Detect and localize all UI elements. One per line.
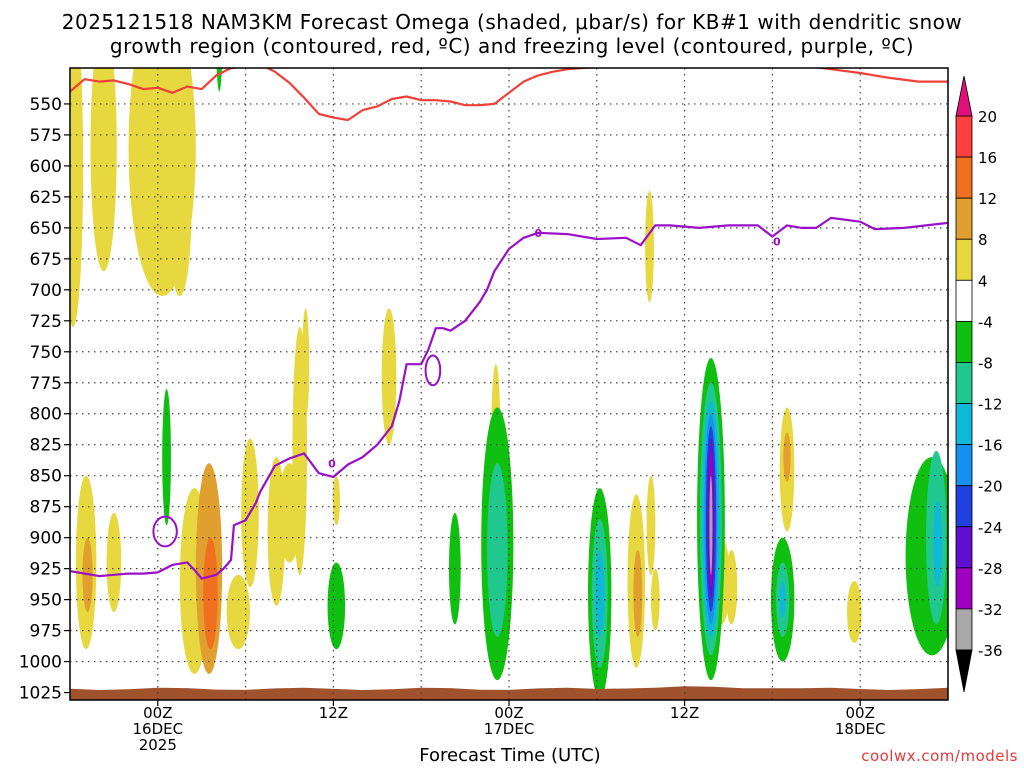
x-tick-label: 17DEC bbox=[484, 720, 535, 738]
colorbar-label: 16 bbox=[978, 149, 997, 167]
y-tick-label: 675 bbox=[30, 250, 62, 270]
colorbar-over-triangle bbox=[955, 75, 973, 117]
colorbar-label: -32 bbox=[978, 601, 1003, 619]
y-tick-label: 825 bbox=[30, 436, 62, 456]
x-tick-label: 2025 bbox=[139, 736, 177, 754]
freezing-contour-label: 0 bbox=[773, 235, 781, 248]
colorbar-label: -4 bbox=[978, 313, 993, 331]
freezing-closed-contour bbox=[152, 515, 178, 548]
y-axis: 550 575 600 625 650 675 700 725 750 775 800 825 850 8… bbox=[19, 95, 70, 704]
colorbar-bin bbox=[955, 362, 973, 404]
credit-label: coolwx.com/models bbox=[861, 747, 1018, 765]
omega-blob bbox=[90, 68, 117, 272]
colorbar-bin bbox=[955, 526, 973, 569]
colorbar-bin bbox=[955, 115, 973, 158]
omega-blob bbox=[487, 463, 508, 637]
omega-blob bbox=[106, 512, 122, 613]
omega-blob bbox=[162, 388, 171, 526]
colorbar-label: -24 bbox=[978, 519, 1003, 537]
freezing-level-contour bbox=[70, 216, 948, 580]
omega-blob bbox=[725, 550, 738, 625]
x-tick-label: 12Z bbox=[319, 704, 348, 722]
y-tick-label: 800 bbox=[30, 405, 62, 425]
omega-blob bbox=[779, 581, 786, 619]
colorbar: 20 16 12 8 4 -4 -8 -12 -16 -20 -24 -28 -32 -36 bbox=[955, 75, 1003, 693]
colorbar-label: 12 bbox=[978, 190, 997, 208]
omega-blob bbox=[595, 550, 605, 637]
colorbar-label: 20 bbox=[978, 108, 997, 126]
omega-blob bbox=[168, 122, 192, 297]
omega-blob bbox=[332, 475, 340, 526]
dgz-contour bbox=[70, 68, 948, 122]
y-tick-label: 1000 bbox=[19, 653, 62, 673]
y-tick-label: 950 bbox=[30, 591, 62, 611]
colorbar-label: -36 bbox=[978, 642, 1003, 660]
colorbar-label: -20 bbox=[978, 478, 1003, 496]
x-tick-label: 00Z bbox=[143, 704, 172, 722]
y-tick-label: 775 bbox=[30, 374, 62, 394]
colorbar-bin bbox=[955, 279, 973, 322]
omega-blob bbox=[327, 562, 346, 650]
y-tick-label: 925 bbox=[30, 560, 62, 580]
omega-blob bbox=[203, 537, 218, 650]
colorbar-bin bbox=[955, 608, 973, 651]
colorbar-bin bbox=[955, 320, 973, 363]
x-tick-label: 00Z bbox=[846, 704, 875, 722]
x-axis-label: Forecast Time (UTC) bbox=[419, 745, 601, 766]
freezing-contour-label: 0 bbox=[534, 227, 542, 240]
omega-blob bbox=[301, 308, 310, 420]
colorbar-label: -8 bbox=[978, 354, 993, 372]
colorbar-bin bbox=[955, 444, 973, 487]
contour-lines: 0 0 0 bbox=[70, 68, 948, 580]
omega-blob bbox=[633, 550, 643, 637]
colorbar-label: 4 bbox=[978, 272, 988, 290]
chart-title-line-1: 2025121518 NAM3KM Forecast Omega (shaded… bbox=[61, 10, 963, 34]
freezing-closed-contour bbox=[424, 354, 442, 387]
colorbar-bin bbox=[955, 156, 973, 199]
colorbar-label: -12 bbox=[978, 396, 1003, 414]
omega-blob bbox=[646, 475, 656, 575]
omega-blob bbox=[226, 574, 250, 650]
y-tick-label: 725 bbox=[30, 312, 62, 332]
y-tick-label: 750 bbox=[30, 343, 62, 363]
colorbar-bin bbox=[955, 197, 973, 240]
y-tick-label: 625 bbox=[30, 188, 62, 208]
colorbar-label: -28 bbox=[978, 560, 1003, 578]
freezing-contour-label: 0 bbox=[328, 457, 336, 470]
x-tick-label: 00Z bbox=[494, 704, 523, 722]
y-tick-label: 550 bbox=[30, 95, 62, 115]
colorbar-bin bbox=[955, 567, 973, 610]
x-tick-label: 18DEC bbox=[835, 720, 886, 738]
y-tick-label: 600 bbox=[30, 157, 62, 177]
colorbar-bin bbox=[955, 485, 973, 528]
gridlines bbox=[70, 68, 948, 700]
y-tick-label: 875 bbox=[30, 498, 62, 518]
colorbar-label: -16 bbox=[978, 437, 1003, 455]
colorbar-under-triangle bbox=[955, 649, 973, 693]
chart-title-line-2: growth region (contoured, red, ºC) and f… bbox=[109, 34, 915, 58]
omega-blob bbox=[381, 308, 397, 445]
omega-blob bbox=[645, 190, 654, 303]
colorbar-bin bbox=[955, 238, 973, 281]
omega-blob bbox=[783, 432, 791, 482]
omega-blob bbox=[933, 500, 943, 588]
y-tick-label: 575 bbox=[30, 126, 62, 146]
colorbar-label: 8 bbox=[978, 231, 988, 249]
y-tick-label: 650 bbox=[30, 219, 62, 239]
y-tick-label: 900 bbox=[30, 529, 62, 549]
omega-blob bbox=[650, 568, 660, 631]
y-tick-label: 1025 bbox=[19, 684, 62, 704]
y-tick-label: 850 bbox=[30, 467, 62, 487]
colorbar-bin bbox=[955, 403, 973, 446]
x-tick-label: 12Z bbox=[670, 704, 699, 722]
y-tick-label: 975 bbox=[30, 622, 62, 642]
x-tick-label: 16DEC bbox=[133, 720, 184, 738]
omega-blob bbox=[847, 581, 862, 643]
y-tick-label: 700 bbox=[30, 281, 62, 301]
omega-blob bbox=[709, 475, 713, 575]
